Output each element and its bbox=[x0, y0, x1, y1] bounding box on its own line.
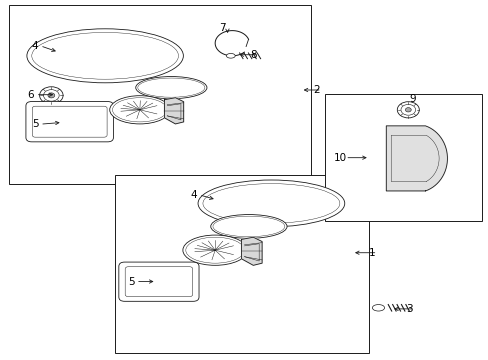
Ellipse shape bbox=[48, 93, 55, 98]
Ellipse shape bbox=[40, 87, 63, 104]
Ellipse shape bbox=[210, 215, 286, 238]
Text: 5: 5 bbox=[127, 276, 134, 287]
Ellipse shape bbox=[136, 77, 206, 99]
Text: 8: 8 bbox=[249, 50, 256, 60]
Polygon shape bbox=[386, 126, 447, 191]
Ellipse shape bbox=[212, 216, 284, 237]
Text: 4: 4 bbox=[190, 190, 197, 200]
Text: 4: 4 bbox=[32, 41, 39, 51]
Ellipse shape bbox=[27, 29, 183, 83]
FancyBboxPatch shape bbox=[125, 267, 192, 297]
Bar bbox=[9, 5, 310, 184]
Ellipse shape bbox=[112, 98, 167, 122]
FancyBboxPatch shape bbox=[119, 262, 199, 301]
Text: 6: 6 bbox=[27, 90, 34, 100]
Ellipse shape bbox=[226, 54, 235, 58]
Polygon shape bbox=[241, 237, 262, 265]
Text: 3: 3 bbox=[406, 304, 412, 314]
Ellipse shape bbox=[372, 305, 384, 311]
Text: 1: 1 bbox=[368, 248, 375, 258]
Ellipse shape bbox=[43, 90, 59, 101]
Ellipse shape bbox=[198, 180, 344, 227]
Ellipse shape bbox=[405, 108, 410, 112]
Ellipse shape bbox=[109, 96, 170, 124]
Bar bbox=[325, 94, 481, 221]
Text: 5: 5 bbox=[32, 119, 39, 129]
Text: 10: 10 bbox=[333, 153, 346, 163]
Text: 2: 2 bbox=[313, 85, 320, 95]
Text: 9: 9 bbox=[408, 94, 415, 104]
Bar bbox=[115, 175, 368, 353]
FancyBboxPatch shape bbox=[32, 106, 107, 137]
Ellipse shape bbox=[396, 102, 418, 118]
Ellipse shape bbox=[185, 237, 244, 263]
FancyBboxPatch shape bbox=[26, 102, 113, 142]
Ellipse shape bbox=[32, 32, 178, 79]
Ellipse shape bbox=[203, 184, 339, 223]
Ellipse shape bbox=[400, 104, 415, 115]
Text: 7: 7 bbox=[219, 23, 225, 33]
Polygon shape bbox=[164, 98, 183, 124]
Ellipse shape bbox=[138, 78, 204, 97]
Ellipse shape bbox=[183, 235, 247, 265]
